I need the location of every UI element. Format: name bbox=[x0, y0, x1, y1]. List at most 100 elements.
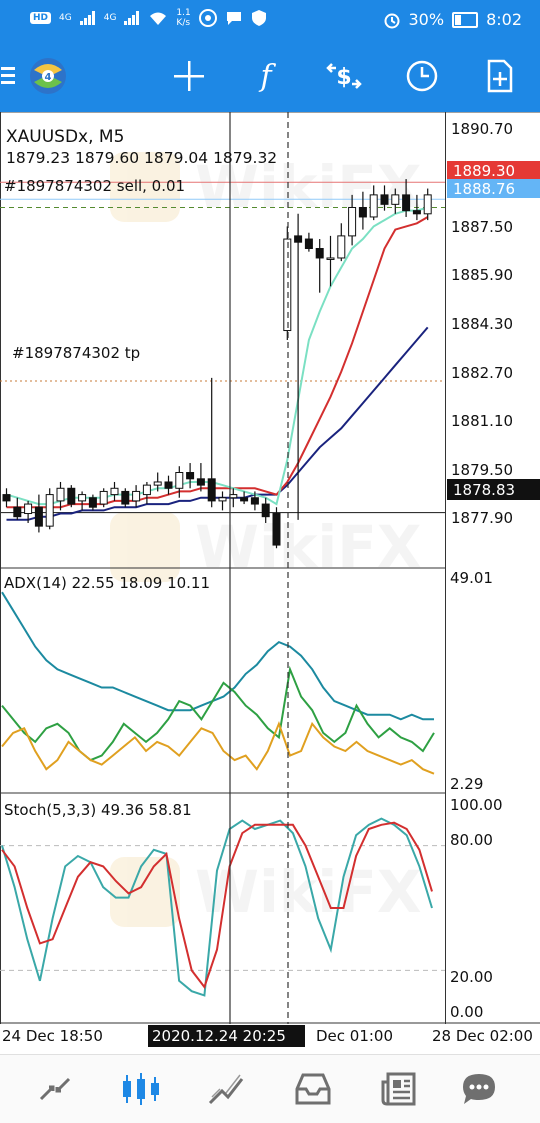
tp-label: #1897874302 tp bbox=[12, 344, 140, 362]
watermark-logo bbox=[110, 857, 180, 927]
cursor-price-box bbox=[447, 479, 540, 500]
candle-body bbox=[240, 497, 249, 502]
candle-body bbox=[186, 472, 195, 480]
adx-label: ADX(14) 22.55 18.09 10.11 bbox=[4, 574, 210, 592]
candle-body bbox=[229, 494, 238, 499]
period-icon[interactable] bbox=[398, 52, 446, 100]
candle-body bbox=[294, 235, 303, 243]
price-tick: 1877.90 bbox=[451, 509, 513, 527]
crosshair-icon[interactable] bbox=[165, 52, 213, 100]
hd-badge: HD bbox=[30, 12, 52, 24]
order-label: #1897874302 sell, 0.01 bbox=[4, 177, 185, 195]
price-tick: 1885.90 bbox=[451, 266, 513, 284]
trade-icon[interactable]: $ bbox=[320, 52, 368, 100]
ask-price: 1889.30 bbox=[453, 162, 515, 180]
symbol-label: XAUUSDx, M5 bbox=[6, 127, 124, 147]
chart-canvas[interactable]: WikiFX WikiFX WikiFX XAUUSDx, M5 1879.23 1… bbox=[0, 111, 540, 1054]
candle-body bbox=[380, 194, 389, 205]
candle-body bbox=[164, 481, 173, 489]
candle-body bbox=[56, 487, 65, 502]
candle-body bbox=[423, 194, 432, 215]
network-2-label: 4G bbox=[103, 13, 117, 23]
network-1-label: 4G bbox=[59, 13, 72, 23]
candle-body bbox=[358, 206, 367, 218]
adx-pane bbox=[1, 591, 435, 775]
time-label-right: 28 Dec 02:00 bbox=[432, 1027, 533, 1045]
candle-body bbox=[250, 497, 259, 505]
signal-icon bbox=[124, 11, 140, 25]
quotes-icon[interactable] bbox=[33, 1069, 77, 1109]
bid-price: 1888.76 bbox=[453, 180, 515, 198]
candle-body bbox=[132, 490, 141, 502]
adx-bottom-label: 2.29 bbox=[450, 775, 483, 793]
stoch-level-80: 80.00 bbox=[450, 831, 493, 849]
indicators-icon[interactable]: f bbox=[242, 52, 290, 100]
status-bar: HD 4G 4G 1.1 K/s 30% 8:02 bbox=[0, 0, 540, 40]
adx-main-line bbox=[1, 591, 434, 721]
news-icon[interactable] bbox=[377, 1069, 421, 1109]
candle-body bbox=[45, 494, 54, 527]
adx-minus-di-line bbox=[1, 720, 435, 775]
cursor-time: 2020.12.24 20:25 bbox=[152, 1027, 286, 1045]
price-tick: 1887.50 bbox=[451, 218, 513, 236]
price-tick: 1882.70 bbox=[451, 364, 513, 382]
chart-icon[interactable] bbox=[119, 1069, 163, 1109]
indicator-glyph: f bbox=[260, 58, 272, 94]
price-tick: 1890.70 bbox=[451, 120, 513, 138]
candle-body bbox=[142, 484, 151, 496]
candle-body bbox=[272, 513, 281, 546]
time-label-left: 24 Dec 18:50 bbox=[2, 1027, 103, 1045]
candle-body bbox=[196, 478, 205, 486]
network-speed: 1.1 K/s bbox=[176, 8, 191, 28]
candle-body bbox=[121, 490, 130, 505]
svg-text:4: 4 bbox=[45, 72, 52, 83]
watermark-text: WikiFX bbox=[195, 153, 422, 221]
stoch-label: Stoch(5,3,3) 49.36 58.81 bbox=[4, 801, 192, 819]
candle-body bbox=[283, 238, 292, 332]
adx-plus-di-line bbox=[1, 665, 435, 762]
menu-icon[interactable] bbox=[0, 52, 36, 100]
candle-body bbox=[207, 478, 216, 502]
bottom-navigation bbox=[0, 1054, 540, 1123]
candle-body bbox=[369, 194, 378, 218]
price-pane bbox=[0, 179, 445, 549]
price-tick: 1881.10 bbox=[451, 412, 513, 430]
chart-area[interactable]: WikiFX WikiFX WikiFX XAUUSDx, M5 1879.23 1… bbox=[0, 111, 540, 1054]
candle-body bbox=[326, 257, 335, 260]
chat-icon[interactable] bbox=[457, 1069, 501, 1109]
cursor-price: 1878.83 bbox=[453, 481, 515, 499]
alarm-icon bbox=[384, 13, 399, 28]
shield-icon bbox=[251, 10, 266, 26]
candle-body bbox=[88, 497, 97, 508]
wifi-icon bbox=[150, 12, 167, 25]
time-label-mid: Dec 01:00 bbox=[316, 1027, 393, 1045]
stoch-level-100: 100.00 bbox=[450, 796, 503, 814]
watermark-logo bbox=[110, 512, 180, 582]
metatrader-logo-icon[interactable]: 4 bbox=[24, 52, 72, 100]
candle-body bbox=[2, 494, 11, 502]
status-right: 30% 8:02 bbox=[383, 10, 522, 29]
adx-top-label: 49.01 bbox=[450, 569, 493, 587]
candle-body bbox=[337, 235, 346, 259]
ma-mid-line bbox=[6, 216, 429, 509]
ma-fast-line bbox=[6, 206, 428, 506]
candle-body bbox=[391, 194, 400, 205]
ma-slow-line bbox=[6, 326, 429, 521]
trade-nav-icon[interactable] bbox=[205, 1069, 249, 1109]
battery-percent: 30% bbox=[408, 10, 445, 29]
stoch-level-20: 20.00 bbox=[450, 968, 493, 986]
candle-body bbox=[24, 503, 33, 515]
candle-body bbox=[110, 487, 119, 496]
price-tick: 1884.30 bbox=[451, 315, 513, 333]
candle-body bbox=[348, 206, 357, 237]
candle-body bbox=[153, 481, 162, 486]
trade-glyph: $ bbox=[336, 65, 351, 90]
history-icon[interactable] bbox=[291, 1069, 335, 1109]
candle-body bbox=[175, 472, 184, 489]
candle-body bbox=[315, 248, 324, 259]
add-object-icon[interactable] bbox=[476, 52, 524, 100]
status-left: HD 4G 4G 1.1 K/s bbox=[30, 8, 267, 28]
watermark-layer: WikiFX WikiFX WikiFX bbox=[110, 152, 422, 927]
ask-price-box bbox=[447, 161, 540, 180]
ohlc-label: 1879.23 1879.60 1879.04 1879.32 bbox=[6, 149, 277, 167]
